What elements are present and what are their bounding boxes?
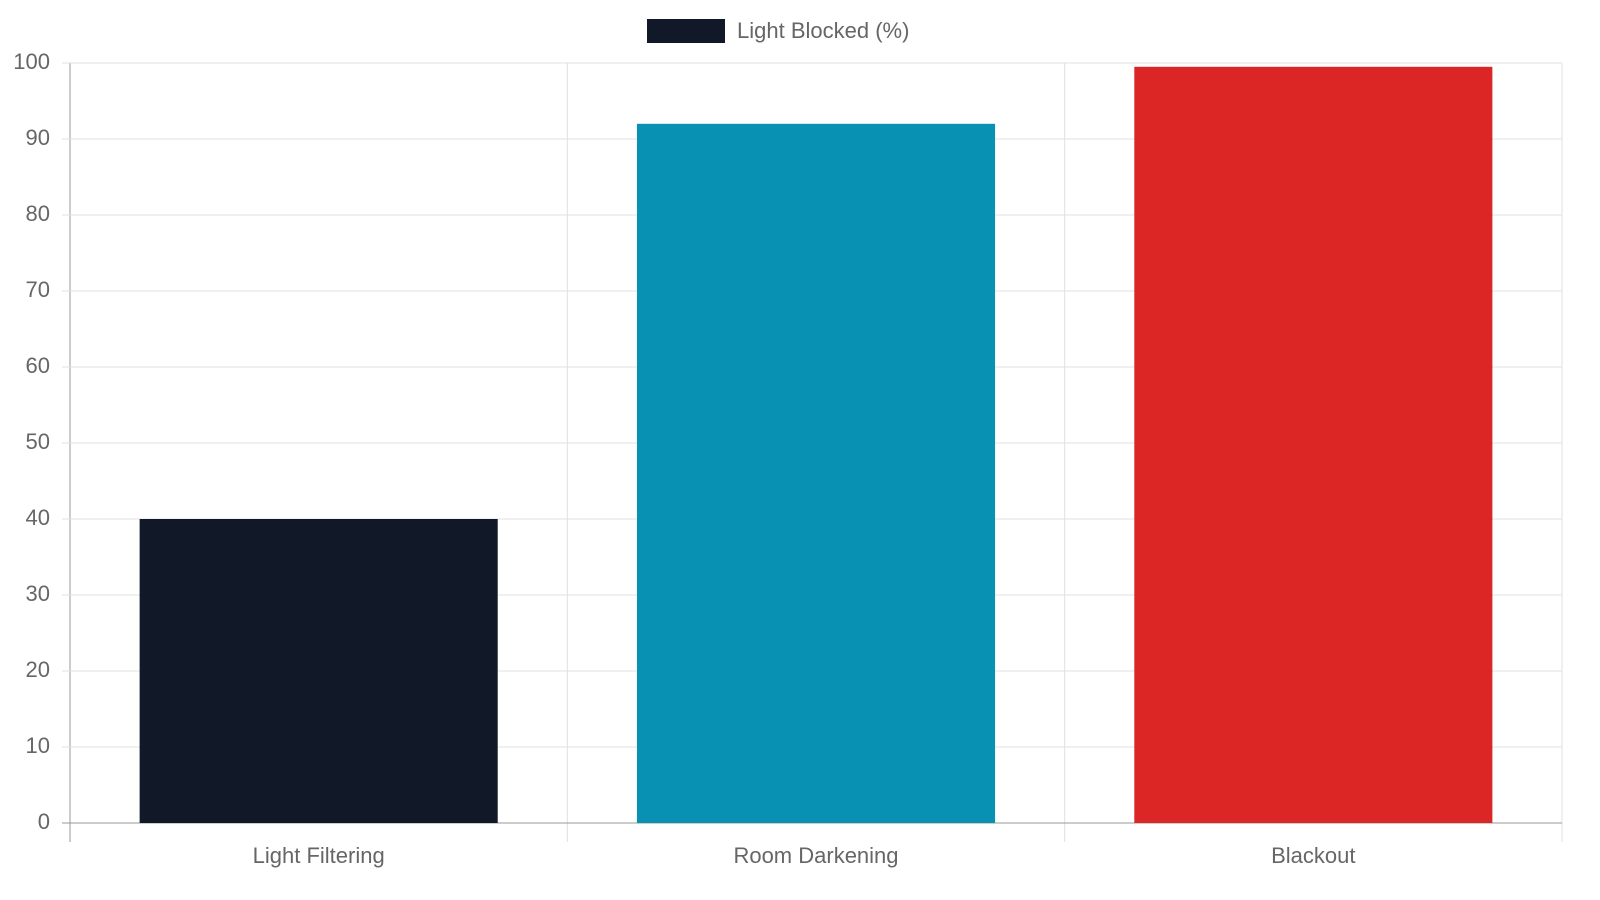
y-tick-label: 0	[38, 809, 50, 834]
bar	[636, 123, 996, 824]
bar	[139, 519, 498, 823]
x-tick-label: Blackout	[1271, 843, 1355, 868]
y-tick-label: 80	[26, 201, 50, 226]
legend-swatch	[647, 19, 725, 43]
y-tick-label: 100	[13, 49, 50, 74]
y-tick-label: 30	[26, 581, 50, 606]
x-tick-label: Light Filtering	[253, 843, 385, 868]
y-tick-label: 70	[26, 277, 50, 302]
x-tick-label: Room Darkening	[733, 843, 898, 868]
y-tick-label: 20	[26, 657, 50, 682]
legend-label: Light Blocked (%)	[737, 18, 909, 43]
y-tick-label: 40	[26, 505, 50, 530]
y-tick-label: 60	[26, 353, 50, 378]
bar	[1134, 66, 1493, 824]
y-tick-label: 90	[26, 125, 50, 150]
y-tick-label: 10	[26, 733, 50, 758]
y-tick-label: 50	[26, 429, 50, 454]
